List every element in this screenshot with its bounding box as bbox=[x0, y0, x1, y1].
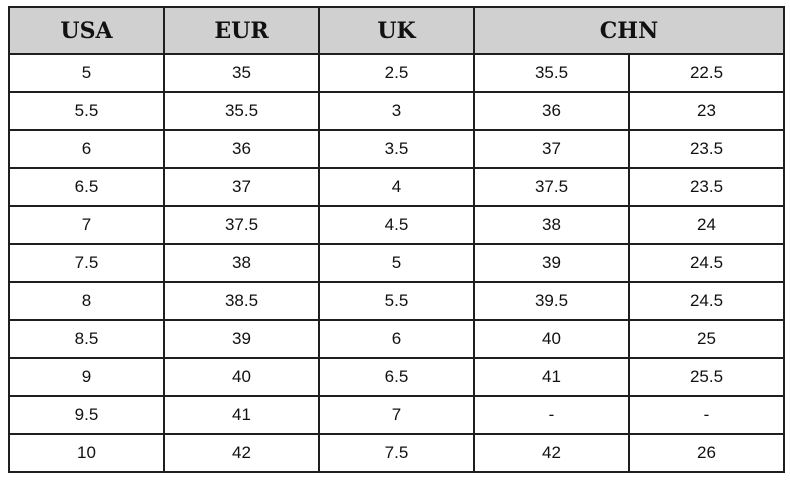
chn-foot-length-cell: 25.5 bbox=[628, 357, 785, 397]
table-row: 5.5 35.5 3 36 23 bbox=[8, 91, 785, 131]
usa-size-cell: 9 bbox=[8, 357, 165, 397]
chn-size-cell: 41 bbox=[473, 357, 630, 397]
eur-size-cell: 35 bbox=[163, 53, 320, 93]
usa-size-cell: 5 bbox=[8, 53, 165, 93]
chn-foot-length-cell: - bbox=[628, 395, 785, 435]
uk-size-cell: 4.5 bbox=[318, 205, 475, 245]
uk-size-cell: 2.5 bbox=[318, 53, 475, 93]
header-eur: EUR bbox=[163, 6, 320, 55]
table-row: 7.5 38 5 39 24.5 bbox=[8, 243, 785, 283]
table-row: 9.5 41 7- - bbox=[8, 395, 785, 435]
chn-size-cell: - bbox=[473, 395, 630, 435]
usa-size-cell: 7.5 bbox=[8, 243, 165, 283]
usa-size-cell: 9.5 bbox=[8, 395, 165, 435]
uk-size-cell: 6 bbox=[318, 319, 475, 359]
uk-size-cell: 5 bbox=[318, 243, 475, 283]
header-uk: UK bbox=[318, 6, 475, 55]
table-row: 8.5 39 6 40 25 bbox=[8, 319, 785, 359]
uk-size-cell: 5.5 bbox=[318, 281, 475, 321]
table-row: 6 36 3.5 37 23.5 bbox=[8, 129, 785, 169]
uk-size-cell: 4 bbox=[318, 167, 475, 207]
eur-size-cell: 38 bbox=[163, 243, 320, 283]
chn-size-cell: 38 bbox=[473, 205, 630, 245]
header-chn: CHN bbox=[473, 6, 785, 55]
eur-size-cell: 38.5 bbox=[163, 281, 320, 321]
header-usa: USA bbox=[8, 6, 165, 55]
chn-foot-length-cell: 26 bbox=[628, 433, 785, 473]
usa-size-cell: 8.5 bbox=[8, 319, 165, 359]
table-row: 6.5 37 4 37.5 23.5 bbox=[8, 167, 785, 207]
eur-size-cell: 42 bbox=[163, 433, 320, 473]
usa-size-cell: 5.5 bbox=[8, 91, 165, 131]
chn-size-cell: 36 bbox=[473, 91, 630, 131]
eur-size-cell: 41 bbox=[163, 395, 320, 435]
chn-size-cell: 39 bbox=[473, 243, 630, 283]
eur-size-cell: 35.5 bbox=[163, 91, 320, 131]
table-row: 10 42 7.5 42 26 bbox=[8, 433, 785, 473]
chn-foot-length-cell: 24.5 bbox=[628, 281, 785, 321]
eur-size-cell: 36 bbox=[163, 129, 320, 169]
chn-size-cell: 37.5 bbox=[473, 167, 630, 207]
chn-size-cell: 35.5 bbox=[473, 53, 630, 93]
chn-size-cell: 39.5 bbox=[473, 281, 630, 321]
usa-size-cell: 6.5 bbox=[8, 167, 165, 207]
table-row: 7 37.5 4.5 38 24 bbox=[8, 205, 785, 245]
uk-size-cell: 3.5 bbox=[318, 129, 475, 169]
chn-foot-length-cell: 22.5 bbox=[628, 53, 785, 93]
header-row: USA EUR UK CHN bbox=[8, 6, 785, 55]
chn-foot-length-cell: 23.5 bbox=[628, 129, 785, 169]
table-row: 8 38.5 5.5 39.5 24.5 bbox=[8, 281, 785, 321]
eur-size-cell: 37 bbox=[163, 167, 320, 207]
uk-size-cell: 6.5 bbox=[318, 357, 475, 397]
table-row: 9 40 6.5 41 25.5 bbox=[8, 357, 785, 397]
chn-size-cell: 37 bbox=[473, 129, 630, 169]
chn-foot-length-cell: 25 bbox=[628, 319, 785, 359]
chn-foot-length-cell: 23.5 bbox=[628, 167, 785, 207]
uk-size-cell: 7 bbox=[318, 395, 475, 435]
usa-size-cell: 10 bbox=[8, 433, 165, 473]
uk-size-cell: 7.5 bbox=[318, 433, 475, 473]
usa-size-cell: 7 bbox=[8, 205, 165, 245]
eur-size-cell: 39 bbox=[163, 319, 320, 359]
table-row: 5 35 2.5 35.5 22.5 bbox=[8, 53, 785, 93]
usa-size-cell: 6 bbox=[8, 129, 165, 169]
eur-size-cell: 40 bbox=[163, 357, 320, 397]
chn-size-cell: 40 bbox=[473, 319, 630, 359]
chn-foot-length-cell: 23 bbox=[628, 91, 785, 131]
uk-size-cell: 3 bbox=[318, 91, 475, 131]
size-conversion-table: USA EUR UK CHN 5 35 2.5 35.5 22.5 5.5 35.5 3 36 2… bbox=[8, 6, 785, 473]
chn-foot-length-cell: 24.5 bbox=[628, 243, 785, 283]
eur-size-cell: 37.5 bbox=[163, 205, 320, 245]
usa-size-cell: 8 bbox=[8, 281, 165, 321]
chn-foot-length-cell: 24 bbox=[628, 205, 785, 245]
table-body: 5 35 2.5 35.5 22.5 5.5 35.5 3 36 23 6 36 3.5 37 23.5 6.… bbox=[8, 53, 785, 473]
chn-size-cell: 42 bbox=[473, 433, 630, 473]
